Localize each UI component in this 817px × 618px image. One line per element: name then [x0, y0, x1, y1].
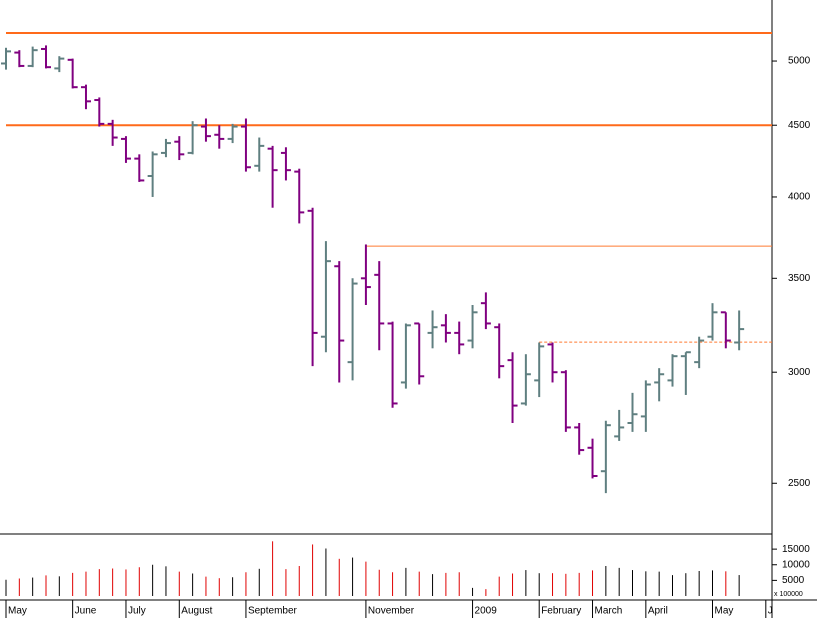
- x-tick-label: July: [128, 606, 146, 617]
- volume-unit: x 100000: [774, 591, 803, 598]
- y-tick-label: 2500: [788, 478, 811, 489]
- volume-tick-label: 15000: [782, 544, 810, 555]
- x-tick-label: May: [714, 606, 733, 617]
- x-tick-label: March: [595, 606, 623, 617]
- x-tick-label: August: [181, 606, 212, 617]
- volume-tick-label: 5000: [782, 575, 805, 586]
- x-tick-label: September: [248, 606, 298, 617]
- x-tick-label: November: [368, 606, 415, 617]
- volume-tick-label: 10000: [782, 559, 810, 570]
- y-tick-label: 4500: [788, 120, 811, 131]
- x-tick-label: June: [75, 606, 97, 617]
- y-tick-label: 3500: [788, 273, 811, 284]
- x-tick-label: February: [541, 606, 581, 617]
- y-tick-label: 5000: [788, 56, 811, 67]
- x-tick-label: J: [768, 606, 773, 617]
- x-tick-label: May: [8, 606, 27, 617]
- y-tick-label: 3000: [788, 367, 811, 378]
- y-tick-label: 4000: [788, 192, 811, 203]
- x-tick-label: April: [648, 606, 668, 617]
- x-tick-label: 2009: [475, 606, 498, 617]
